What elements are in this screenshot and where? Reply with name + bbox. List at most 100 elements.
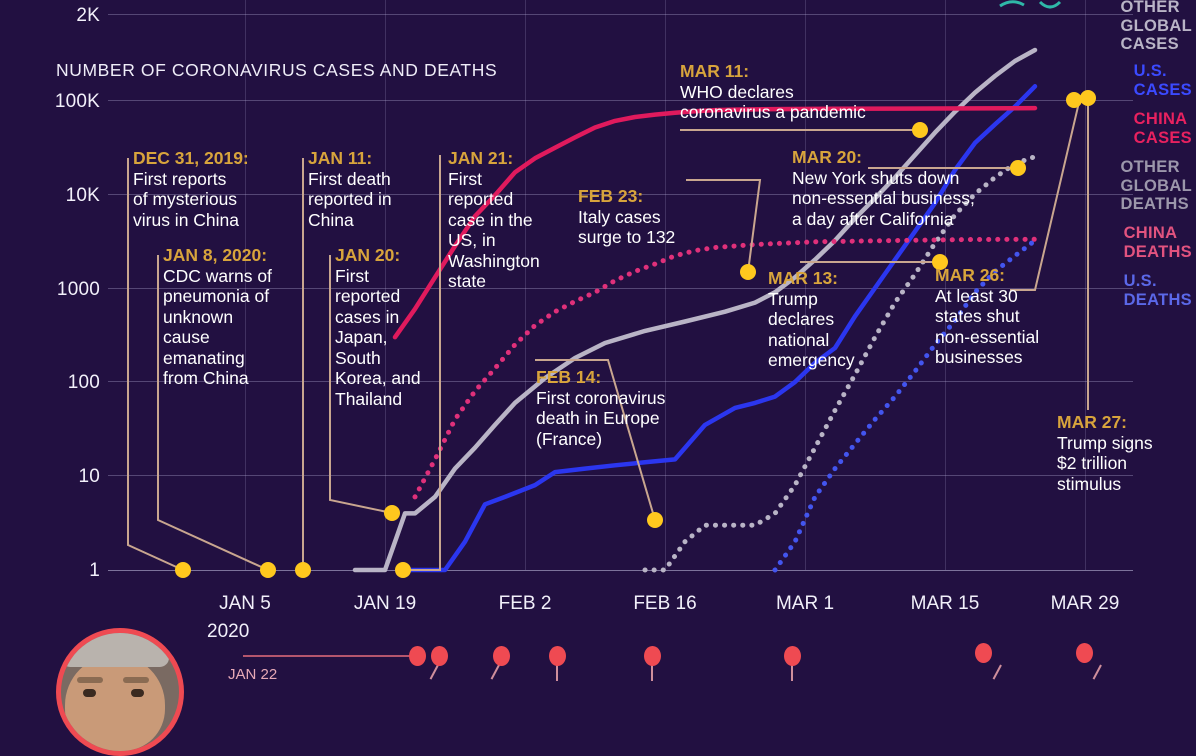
event-marker xyxy=(1080,90,1096,106)
event-marker xyxy=(395,562,411,578)
annotation-line: declares xyxy=(768,309,835,329)
gridline-1000 xyxy=(108,288,1133,289)
annotation-mar27: MAR 27: Trump signs $2 trillion stimulus xyxy=(1057,412,1196,494)
annotation-line: state xyxy=(448,271,486,291)
annotation-line: case in the xyxy=(448,209,533,230)
legend-label: DEATHS xyxy=(1123,290,1192,309)
annotation-line: businesses xyxy=(935,347,1023,367)
ytick-100k: 100K xyxy=(54,91,100,112)
xtick-feb2: FEB 2 xyxy=(498,593,552,614)
annotation-date: MAR 26: xyxy=(935,265,1006,285)
annotation-date: FEB 23: xyxy=(578,186,644,206)
gridline-v-feb2 xyxy=(525,0,526,570)
annotation-line: pneumonia of xyxy=(163,286,270,306)
annotation-date: JAN 21: xyxy=(448,148,514,168)
xtick-jan5: JAN 5 xyxy=(219,593,271,614)
legend-item-us-deaths[interactable]: U.S. DEATHS xyxy=(1124,272,1192,309)
event-marker xyxy=(912,122,928,138)
legend-item-other-global-deaths[interactable]: OTHER GLOBAL DEATHS xyxy=(1121,158,1192,214)
gridline-v-mar15 xyxy=(945,0,946,570)
annotation-line: a day after California xyxy=(792,208,954,229)
annotation-line: $2 trillion xyxy=(1057,453,1128,473)
bottom-pin[interactable] xyxy=(644,646,661,666)
annotation-dec31: DEC 31, 2019: First reports of mysteriou… xyxy=(133,148,293,230)
legend-item-china-cases[interactable]: CHINA CASES xyxy=(1134,110,1192,147)
avatar-hair xyxy=(61,633,169,667)
bottom-pin[interactable] xyxy=(409,646,426,666)
event-marker xyxy=(260,562,276,578)
ytick-10k: 10K xyxy=(65,185,100,206)
xtick-feb16: FEB 16 xyxy=(633,593,697,614)
series-layer xyxy=(352,47,1038,573)
gridline-10k xyxy=(108,194,1133,195)
annotation-line: China xyxy=(308,209,354,230)
annotation-jan21: JAN 21: First reported case in the US, i… xyxy=(448,148,558,292)
annotation-date: DEC 31, 2019: xyxy=(133,148,249,168)
legend-label: U.S. xyxy=(1123,272,1157,290)
legend-item-us-cases[interactable]: U.S. CASES xyxy=(1134,62,1192,99)
legend-label: GLOBAL xyxy=(1120,16,1192,35)
bottom-pin-stem xyxy=(556,665,558,681)
legend-label: DEATHS xyxy=(1120,195,1189,213)
annotation-line: emergency xyxy=(768,350,855,370)
annotation-date: JAN 8, 2020: xyxy=(163,245,268,265)
bottom-pin[interactable] xyxy=(784,646,801,666)
legend-item-china-deaths[interactable]: CHINA DEATHS xyxy=(1124,224,1192,261)
annotation-jan20: JAN 20: First reported cases in Japan, S… xyxy=(335,245,445,409)
annotation-jan8: JAN 8, 2020: CDC warns of pneumonia of u… xyxy=(163,245,303,389)
annotation-line: unknown xyxy=(163,306,234,327)
annotation-line: states shut xyxy=(935,306,1020,326)
annotation-line: CDC warns of xyxy=(163,265,272,286)
bottom-pin[interactable] xyxy=(431,646,448,666)
bottom-pin[interactable] xyxy=(549,646,566,666)
top-cropped-curve xyxy=(999,0,1062,9)
annotation-date: MAR 27: xyxy=(1057,412,1128,432)
annotation-mar20: MAR 20: New York shuts down non-essentia… xyxy=(792,147,1022,229)
bottom-pin[interactable] xyxy=(493,646,510,666)
annotation-line: South xyxy=(335,347,381,368)
gridline-v-mar1 xyxy=(805,0,806,570)
avatar-eye-right xyxy=(131,689,144,697)
xtick-mar1: MAR 1 xyxy=(775,593,835,614)
gridline-v-feb16 xyxy=(665,0,666,570)
annotation-feb14: FEB 14: First coronavirus death in Europ… xyxy=(536,367,736,449)
annotation-line: reported in xyxy=(308,189,392,209)
gridline-1-baseline xyxy=(108,570,1133,571)
annotation-mar26: MAR 26: At least 30 states shut non-esse… xyxy=(935,265,1065,368)
bottom-pin[interactable] xyxy=(1076,643,1093,663)
annotation-date: FEB 14: xyxy=(536,367,602,387)
annotation-line: Italy cases xyxy=(578,206,661,227)
event-marker xyxy=(175,562,191,578)
series-line xyxy=(402,84,1038,573)
ytick-1000: 1000 xyxy=(56,279,100,300)
annotation-line: reported xyxy=(335,286,401,306)
annotation-jan11: JAN 11: First death reported in China xyxy=(308,148,438,230)
annotation-line: cases in xyxy=(335,306,400,327)
annotation-line: First xyxy=(335,265,370,286)
event-marker xyxy=(647,512,663,528)
series-line xyxy=(642,154,1038,573)
legend-label: OTHER xyxy=(1120,0,1180,16)
annotation-line: At least 30 xyxy=(935,285,1018,306)
series-line xyxy=(772,238,1038,573)
avatar-eye-left xyxy=(83,689,96,697)
legend-label: CHINA xyxy=(1133,110,1188,128)
event-marker xyxy=(740,264,756,280)
coronavirus-timeline-chart: 2K 100K 10K 1000 100 10 1 NUMBER OF CORO… xyxy=(54,0,1196,756)
series-line xyxy=(412,236,1038,500)
annotation-line: Thailand xyxy=(335,388,403,409)
ytick-1: 1 xyxy=(89,560,100,581)
bottom-pin[interactable] xyxy=(975,643,992,663)
annotation-line: First reports xyxy=(133,168,227,189)
annotation-line: reported xyxy=(448,189,514,209)
bottom-pin-stem xyxy=(651,665,653,681)
legend-item-other-global-cases[interactable]: OTHER GLOBAL CASES xyxy=(1121,0,1192,54)
annotation-line: national xyxy=(768,329,830,350)
gridline-10 xyxy=(108,475,1133,476)
ytick-2k: 2K xyxy=(76,5,100,26)
annotation-date: MAR 20: xyxy=(792,147,863,167)
annotation-mar13: MAR 13: Trump declares national emergenc… xyxy=(768,268,878,371)
event-marker xyxy=(932,254,948,270)
annotation-feb23: FEB 23: Italy cases surge to 132 xyxy=(578,186,748,248)
avatar-brow-left xyxy=(77,677,103,683)
